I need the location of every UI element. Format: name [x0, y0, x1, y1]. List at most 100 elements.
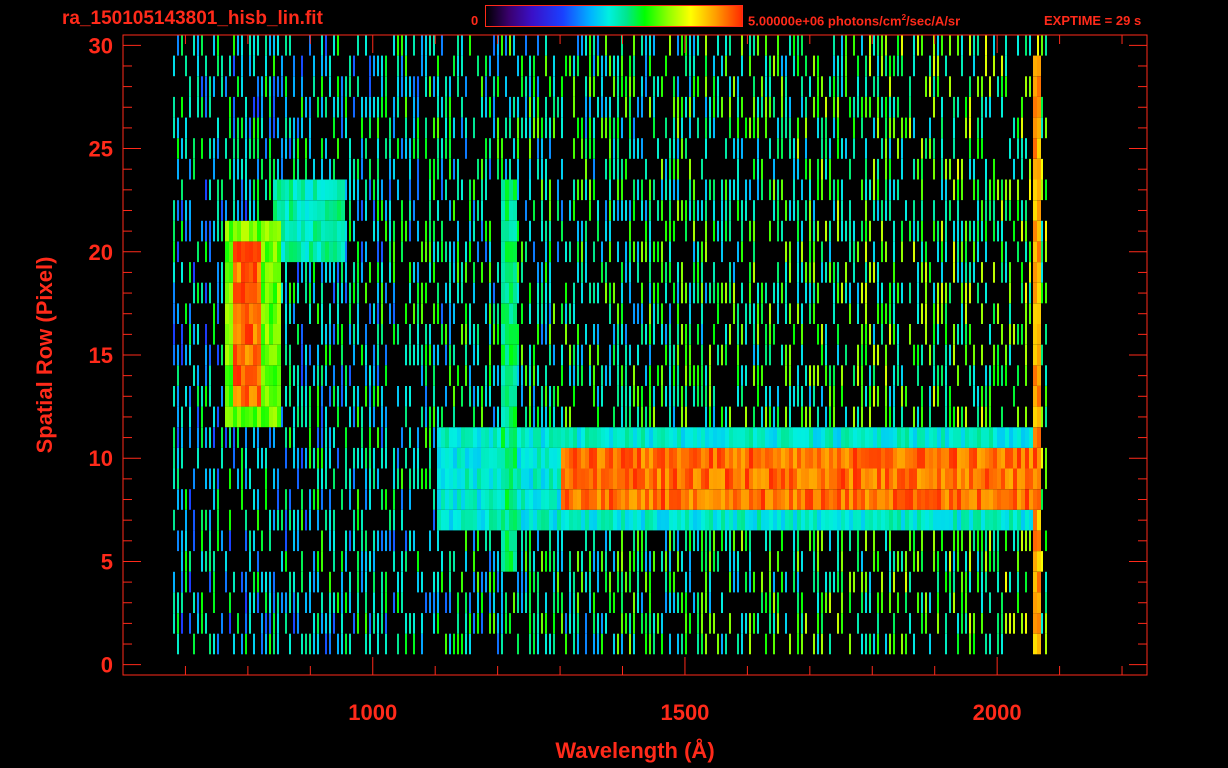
heatmap-cell [449, 324, 451, 345]
heatmap-cell [829, 509, 833, 531]
heatmap-cell [357, 241, 359, 263]
heatmap-cell [537, 633, 539, 655]
heatmap-cell [833, 55, 835, 77]
heatmap-cell [533, 613, 535, 634]
heatmap-cell [749, 551, 751, 572]
heatmap-cell [825, 509, 829, 531]
heatmap-cell [865, 447, 869, 469]
heatmap-cell [941, 117, 943, 139]
heatmap-cell [885, 427, 889, 448]
heatmap-cell [841, 55, 843, 77]
heatmap-cell [889, 386, 891, 407]
heatmap-cell [277, 117, 279, 139]
heatmap-cell [857, 55, 859, 77]
heatmap-cell [821, 489, 825, 510]
heatmap-cell [501, 386, 505, 407]
heatmap-cell [333, 427, 335, 448]
heatmap-cell [573, 633, 575, 655]
heatmap-cell [417, 179, 419, 201]
heatmap-cell [757, 509, 761, 531]
heatmap-cell [729, 509, 733, 531]
heatmap-cell [485, 303, 487, 324]
heatmap-cell [653, 551, 655, 572]
heatmap-cell [1037, 117, 1041, 139]
heatmap-cell [505, 303, 509, 324]
heatmap-cell [365, 179, 367, 201]
heatmap-cell [861, 220, 863, 242]
heatmap-cell [621, 282, 623, 304]
heatmap-cell [1021, 489, 1025, 510]
heatmap-cell [397, 571, 399, 593]
heatmap-cell [265, 55, 267, 77]
heatmap-cell [589, 200, 591, 221]
heatmap-cell [593, 530, 595, 552]
heatmap-cell [249, 530, 251, 552]
heatmap-cell [233, 365, 237, 386]
heatmap-cell [949, 447, 953, 469]
heatmap-cell [925, 303, 927, 324]
heatmap-cell [301, 241, 305, 263]
heatmap-cell [901, 117, 903, 139]
heatmap-cell [193, 262, 195, 283]
heatmap-cell [577, 365, 579, 386]
heatmap-cell [653, 179, 655, 201]
heatmap-cell [805, 406, 807, 428]
heatmap-cell [373, 447, 375, 469]
heatmap-cell [429, 344, 431, 366]
heatmap-cell [965, 447, 969, 469]
heatmap-cell [525, 447, 529, 469]
heatmap-cell [1005, 35, 1007, 56]
heatmap-cell [953, 468, 957, 490]
heatmap-cell [1001, 324, 1003, 345]
heatmap-cell [421, 35, 423, 56]
heatmap-cell [549, 551, 551, 572]
heatmap-cell [233, 344, 237, 366]
heatmap-cell [677, 138, 679, 159]
heatmap-cell [225, 262, 229, 283]
heatmap-cell [381, 571, 383, 593]
heatmap-cell [813, 200, 815, 221]
colorbar-min-label: 0 [471, 13, 479, 28]
heatmap-cell [981, 386, 983, 407]
heatmap-cell [289, 179, 293, 201]
heatmap-cell [341, 613, 343, 634]
heatmap-cell [901, 633, 903, 655]
heatmap-cell [697, 76, 699, 97]
heatmap-cell [173, 303, 175, 324]
heatmap-cell [973, 427, 977, 448]
heatmap-cell [277, 35, 279, 56]
heatmap-cell [601, 96, 603, 118]
heatmap-cell [677, 530, 679, 552]
heatmap-cell [257, 158, 259, 180]
heatmap-cell [297, 117, 299, 139]
heatmap-cell [621, 592, 623, 613]
heatmap-cell [497, 468, 501, 490]
heatmap-cell [769, 303, 771, 324]
heatmap-cell [221, 262, 223, 283]
heatmap-cell [617, 55, 619, 77]
heatmap-cell [493, 35, 495, 56]
heatmap-cell [805, 468, 809, 490]
heatmap-cell [729, 282, 731, 304]
heatmap-cell [257, 303, 261, 324]
heatmap-cell [241, 303, 245, 324]
heatmap-cell [385, 406, 387, 428]
heatmap-cell [429, 179, 431, 201]
heatmap-cell [753, 509, 757, 531]
heatmap-cell [417, 96, 419, 118]
heatmap-cell [685, 200, 687, 221]
heatmap-cell [1037, 262, 1041, 283]
heatmap-cell [697, 489, 701, 510]
heatmap-cell [813, 427, 817, 448]
heatmap-cell [509, 427, 513, 448]
heatmap-cell [329, 613, 331, 634]
heatmap-cell [921, 138, 923, 159]
heatmap-cell [513, 427, 517, 448]
heatmap-cell [349, 303, 351, 324]
heatmap-cell [245, 386, 249, 407]
heatmap-cell [281, 282, 283, 304]
heatmap-cell [501, 324, 505, 345]
heatmap-cell [941, 262, 943, 283]
heatmap-cell [605, 96, 607, 118]
heatmap-cell [693, 386, 695, 407]
